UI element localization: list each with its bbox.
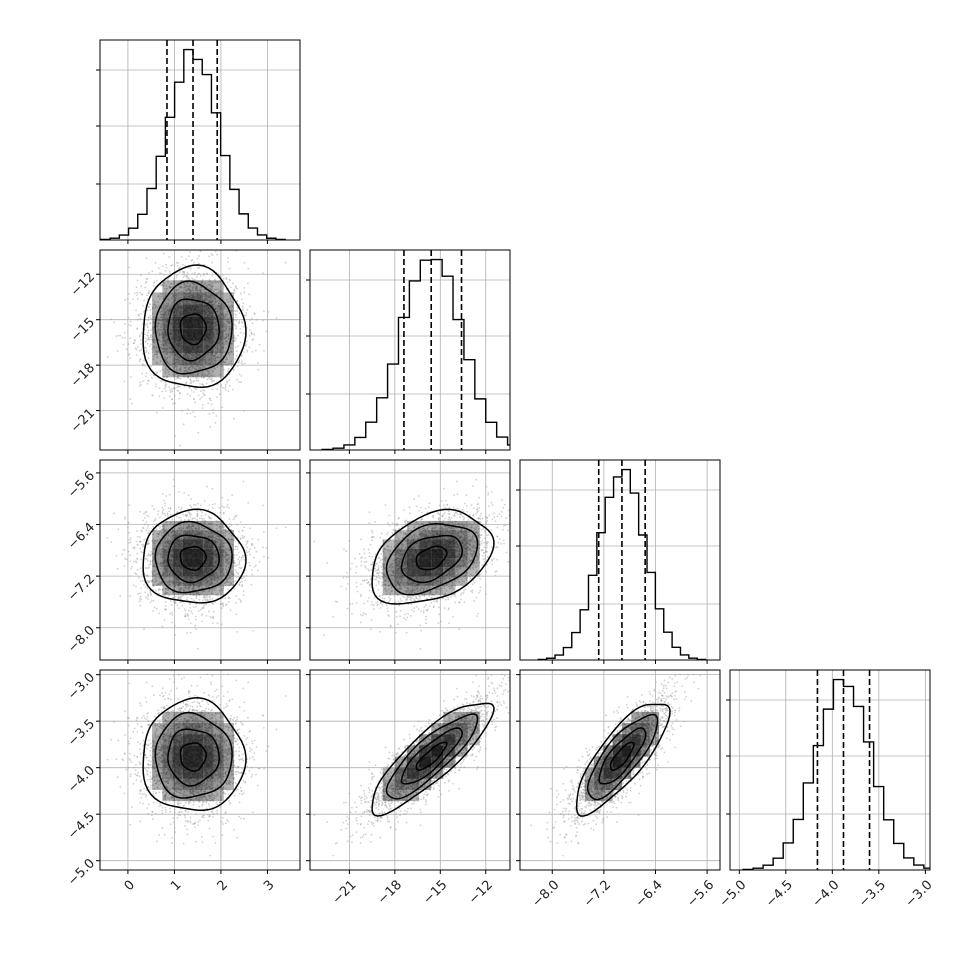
contour-2-0-3 xyxy=(142,508,247,604)
density-2-1 xyxy=(382,520,480,596)
y-tick-label: −15 xyxy=(68,315,98,345)
x-tick-label: 1 xyxy=(168,878,184,894)
y-tick-label: −4.0 xyxy=(65,763,98,796)
x-tick-label: −3.0 xyxy=(903,878,936,911)
x-tick-label: −21 xyxy=(330,878,360,908)
y-tick-label: −6.4 xyxy=(65,520,98,553)
contour-2-0-2 xyxy=(154,520,233,594)
contour-1-0-1 xyxy=(167,298,220,362)
panel-frame xyxy=(309,669,511,871)
contour-2-1-1 xyxy=(400,534,463,584)
y-tick-label: −18 xyxy=(68,361,98,391)
contour-3-0-0 xyxy=(179,742,207,772)
histogram-panel-3 xyxy=(726,669,931,874)
scatter-panel-3-1 xyxy=(306,669,511,874)
contour-3-0-1 xyxy=(167,728,220,787)
y-tick-label: −8.0 xyxy=(65,623,98,656)
contour-2-1-3 xyxy=(371,508,495,605)
contour-3-1-3 xyxy=(371,702,495,817)
contour-2-0-1 xyxy=(167,534,220,584)
contour-3-2-0 xyxy=(609,741,635,772)
panel-frame xyxy=(99,249,301,451)
panel-frame xyxy=(519,669,721,871)
contour-3-0-3 xyxy=(142,697,247,812)
panel-frame xyxy=(99,459,301,661)
histogram-panel-0 xyxy=(96,39,301,244)
x-tick-label: −18 xyxy=(375,878,405,908)
y-tick-label: −4.5 xyxy=(65,810,98,843)
y-tick-label: −12 xyxy=(68,270,98,300)
contour-2-1-0 xyxy=(415,545,448,571)
panel-frame xyxy=(99,669,301,871)
scatter-panel-2-1 xyxy=(306,459,511,664)
density-3-1 xyxy=(382,711,480,802)
y-tick-label: −3.0 xyxy=(65,670,98,703)
contour-3-2-1 xyxy=(598,727,647,785)
scatter-panel-2-0 xyxy=(96,459,301,664)
x-tick-label: −5.0 xyxy=(717,878,750,911)
contour-2-0-0 xyxy=(179,546,207,571)
contour-3-1-1 xyxy=(400,727,463,785)
contour-3-1-2 xyxy=(385,713,479,800)
contour-2-1-2 xyxy=(385,523,479,596)
x-tick-label: 3 xyxy=(261,878,277,894)
contour-1-0-3 xyxy=(142,264,247,388)
contour-3-2-3 xyxy=(575,703,671,817)
x-tick-label: −6.4 xyxy=(633,878,666,911)
histogram-panel-2 xyxy=(516,459,721,664)
y-tick-label: −5.0 xyxy=(65,856,98,889)
scatter-panel-3-0 xyxy=(96,669,301,874)
panel-frame xyxy=(309,459,511,661)
histogram-panel-1 xyxy=(306,249,511,454)
x-tick-label: −4.5 xyxy=(763,878,796,911)
x-tick-label: −4.0 xyxy=(810,878,843,911)
x-tick-label: 2 xyxy=(215,878,231,894)
x-tick-label: −8.0 xyxy=(530,878,563,911)
scatter-panel-3-2 xyxy=(516,669,721,874)
contour-3-0-2 xyxy=(154,711,233,799)
panel-frame xyxy=(729,669,931,871)
y-tick-label: −21 xyxy=(68,406,98,436)
x-tick-label: −3.5 xyxy=(856,878,889,911)
x-tick-label: 0 xyxy=(122,878,138,894)
contour-1-0-0 xyxy=(179,313,207,346)
x-tick-label: −12 xyxy=(466,878,496,908)
y-tick-label: −7.2 xyxy=(65,572,98,605)
contour-3-1-0 xyxy=(415,741,448,772)
x-tick-label: −7.2 xyxy=(581,878,614,911)
panel-frame xyxy=(309,249,511,451)
x-tick-label: −5.6 xyxy=(684,878,717,911)
scatter-panel-1-0 xyxy=(96,249,301,454)
y-tick-label: −5.6 xyxy=(65,468,98,501)
panel-frame xyxy=(519,459,721,661)
contour-1-0-2 xyxy=(154,280,233,375)
panel-frame xyxy=(99,39,301,241)
y-tick-label: −3.5 xyxy=(65,717,98,750)
contour-3-2-2 xyxy=(586,713,659,801)
x-tick-label: −15 xyxy=(420,878,450,908)
